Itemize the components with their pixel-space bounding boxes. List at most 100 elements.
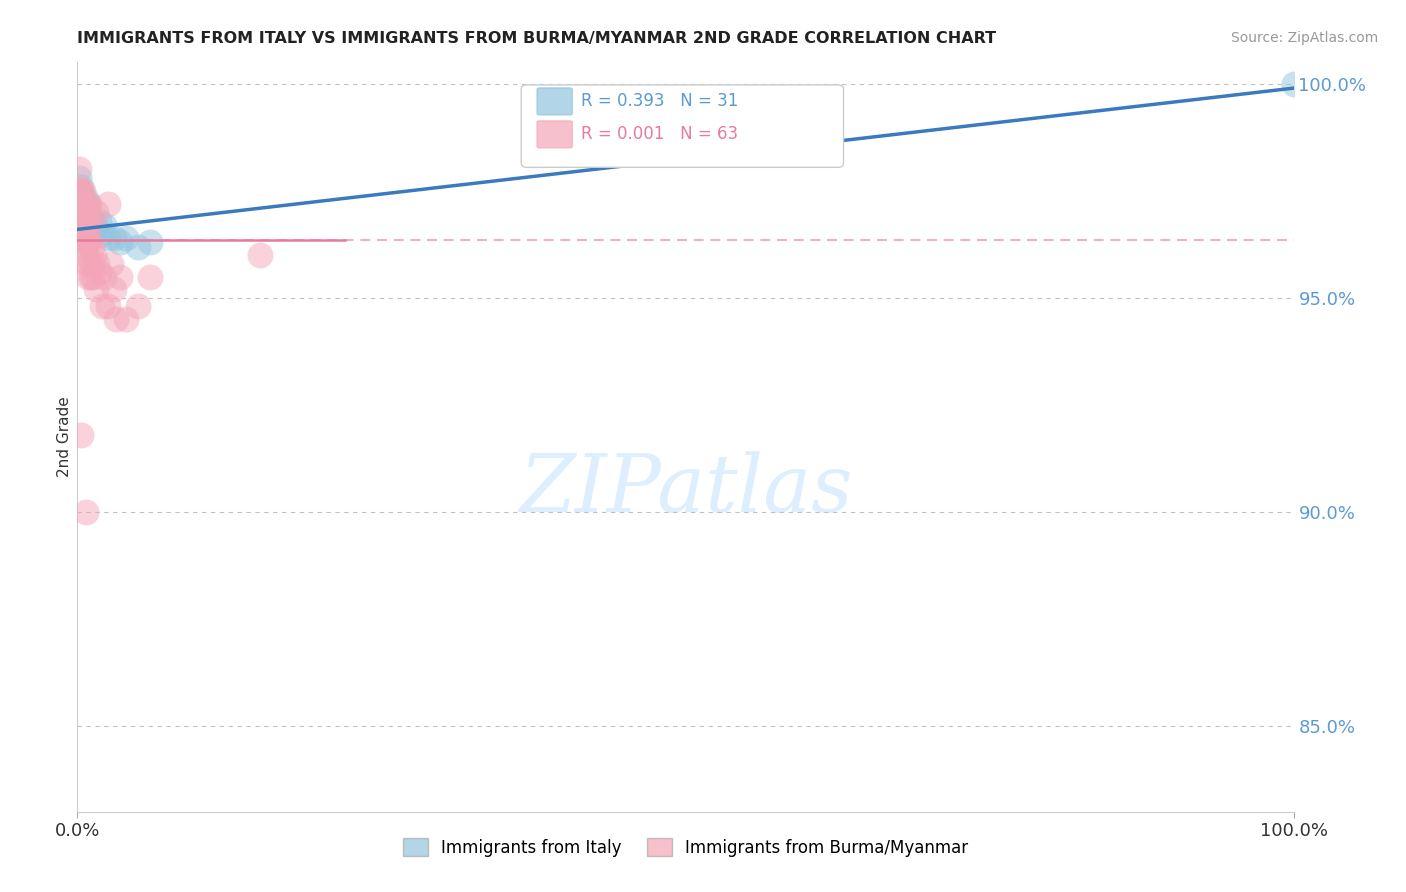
Point bbox=[93, 218, 115, 232]
Point bbox=[76, 205, 98, 219]
Point bbox=[84, 205, 107, 219]
Point bbox=[80, 218, 103, 232]
Point bbox=[69, 214, 91, 228]
Point bbox=[70, 428, 93, 442]
Point bbox=[72, 196, 94, 211]
Point bbox=[127, 300, 149, 314]
Point bbox=[70, 179, 93, 194]
Point bbox=[72, 227, 94, 241]
Point bbox=[1282, 77, 1305, 91]
Point bbox=[70, 205, 93, 219]
Point bbox=[72, 193, 94, 207]
Point bbox=[76, 227, 98, 241]
Point bbox=[70, 214, 93, 228]
Point bbox=[67, 196, 90, 211]
Text: R = 0.393   N = 31: R = 0.393 N = 31 bbox=[581, 93, 738, 111]
Point bbox=[73, 201, 96, 215]
Point bbox=[97, 231, 120, 245]
Point bbox=[69, 184, 91, 198]
Point bbox=[70, 205, 93, 219]
Point bbox=[84, 282, 107, 296]
Point bbox=[105, 312, 128, 326]
Point bbox=[79, 257, 101, 271]
Point bbox=[84, 222, 107, 236]
Point bbox=[72, 205, 94, 219]
Point bbox=[90, 300, 112, 314]
Point bbox=[70, 184, 93, 198]
Point bbox=[73, 227, 96, 241]
Text: R = 0.001   N = 63: R = 0.001 N = 63 bbox=[581, 126, 738, 144]
Point bbox=[77, 214, 100, 228]
FancyBboxPatch shape bbox=[537, 88, 572, 115]
Point bbox=[69, 205, 91, 219]
Point bbox=[108, 269, 131, 284]
Point bbox=[76, 196, 98, 211]
Point bbox=[67, 162, 90, 177]
Point bbox=[139, 269, 162, 284]
Point bbox=[70, 201, 93, 215]
Point bbox=[75, 505, 97, 519]
Point bbox=[70, 196, 93, 211]
Point bbox=[73, 205, 96, 219]
Point bbox=[75, 235, 97, 250]
Point bbox=[100, 257, 122, 271]
Point bbox=[75, 210, 97, 224]
Point bbox=[80, 269, 103, 284]
Point bbox=[73, 214, 96, 228]
Point bbox=[80, 227, 103, 241]
Point bbox=[115, 312, 138, 326]
Point bbox=[79, 210, 101, 224]
Text: Source: ZipAtlas.com: Source: ZipAtlas.com bbox=[1230, 31, 1378, 45]
Text: IMMIGRANTS FROM ITALY VS IMMIGRANTS FROM BURMA/MYANMAR 2ND GRADE CORRELATION CHA: IMMIGRANTS FROM ITALY VS IMMIGRANTS FROM… bbox=[77, 31, 997, 46]
Point bbox=[72, 205, 94, 219]
Point bbox=[73, 214, 96, 228]
Point bbox=[97, 196, 120, 211]
Point bbox=[69, 196, 91, 211]
Y-axis label: 2nd Grade: 2nd Grade bbox=[56, 397, 72, 477]
Point bbox=[77, 214, 100, 228]
FancyBboxPatch shape bbox=[537, 121, 572, 148]
Point bbox=[69, 184, 91, 198]
Point bbox=[76, 205, 98, 219]
Point bbox=[77, 235, 100, 250]
Point bbox=[75, 193, 97, 207]
Point bbox=[115, 231, 138, 245]
Point bbox=[75, 248, 97, 262]
Text: ZIPatlas: ZIPatlas bbox=[519, 450, 852, 528]
Point bbox=[108, 235, 131, 250]
Point bbox=[90, 227, 112, 241]
Point bbox=[139, 235, 162, 250]
Point bbox=[70, 193, 93, 207]
Point bbox=[70, 239, 93, 253]
Point bbox=[83, 248, 105, 262]
Point bbox=[82, 214, 104, 228]
Point bbox=[97, 300, 120, 314]
Legend: Immigrants from Italy, Immigrants from Burma/Myanmar: Immigrants from Italy, Immigrants from B… bbox=[396, 832, 974, 863]
Point bbox=[80, 239, 103, 253]
Point bbox=[77, 196, 100, 211]
Point bbox=[70, 227, 93, 241]
Point bbox=[93, 269, 115, 284]
Point bbox=[86, 257, 108, 271]
Point bbox=[103, 282, 125, 296]
Point bbox=[72, 184, 94, 198]
Point bbox=[82, 269, 104, 284]
Point bbox=[70, 214, 93, 228]
Point bbox=[249, 248, 271, 262]
Point bbox=[89, 265, 111, 279]
Point bbox=[72, 214, 94, 228]
Point bbox=[70, 227, 93, 241]
Point bbox=[67, 184, 90, 198]
Point bbox=[80, 257, 103, 271]
Point bbox=[79, 196, 101, 211]
Point bbox=[75, 214, 97, 228]
Point bbox=[103, 231, 125, 245]
Point bbox=[80, 214, 103, 228]
Point bbox=[89, 214, 111, 228]
Point bbox=[76, 257, 98, 271]
Point bbox=[70, 196, 93, 211]
Point bbox=[77, 269, 100, 284]
FancyBboxPatch shape bbox=[522, 85, 844, 168]
Point bbox=[67, 171, 90, 186]
Point bbox=[73, 235, 96, 250]
